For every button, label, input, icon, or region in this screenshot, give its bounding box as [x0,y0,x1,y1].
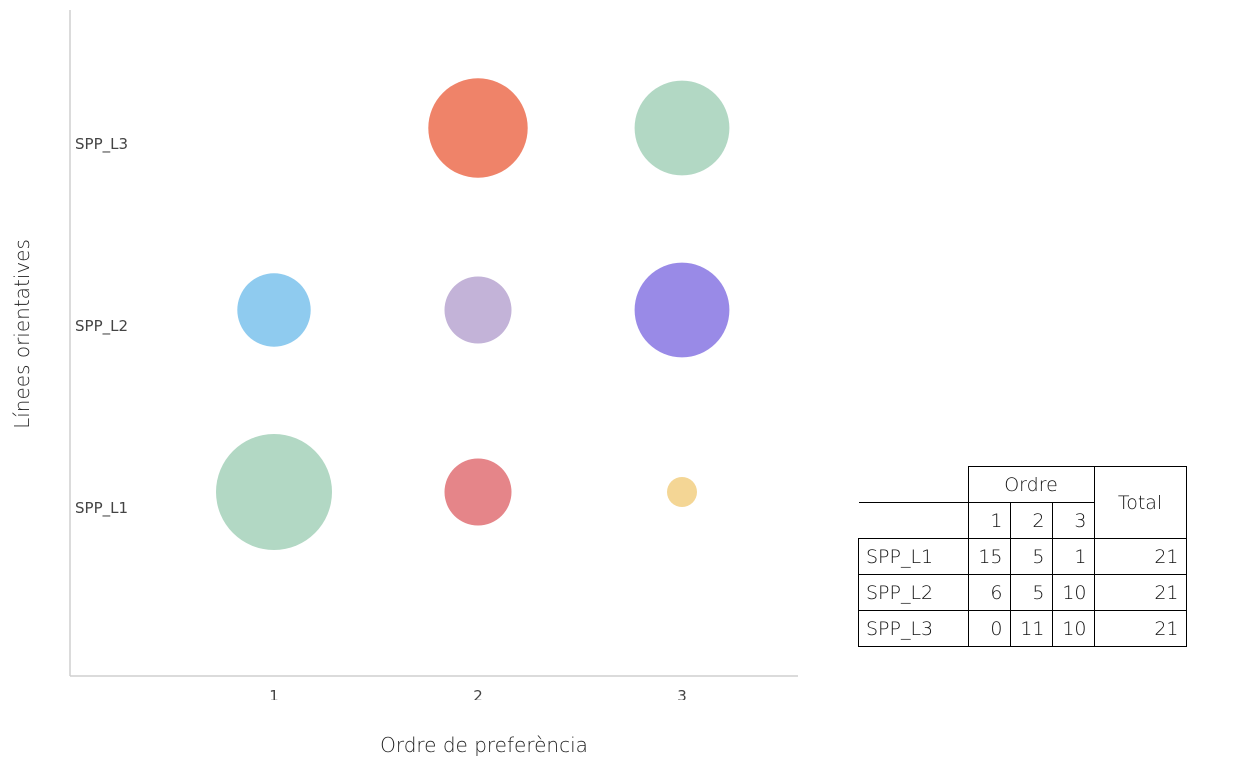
table-total-cell: 21 [1093,538,1187,575]
bubble-spp-l1-1[interactable] [216,434,332,550]
table-group-header: Ordre [967,466,1095,503]
table-cell: 10 [1051,574,1095,611]
bubble-spp-l3-3[interactable] [634,80,730,176]
table-header-row: Ordre Total [858,466,1187,539]
x-axis-title: Ordre de preferència [380,733,588,757]
table-cell: 5 [1009,538,1053,575]
bubble-spp-l1-3[interactable] [667,477,697,507]
table-corner [858,466,969,503]
counts-table: Ordre Total 1 2 3 SPP_L1 15 5 1 21 SPP_L… [858,466,1187,647]
table-row: SPP_L1 15 5 1 21 [858,538,1187,575]
x-tick-label: 2 [473,687,483,700]
table-col-header: 2 [1009,502,1053,539]
y-axis-title-text: Línees orientatives [10,239,34,429]
bubble-spp-l2-2[interactable] [444,276,512,344]
table-corner [858,502,969,539]
y-tick-label: SPP_L2 [75,317,128,336]
table-cell: 6 [967,574,1011,611]
table-cell: 10 [1051,610,1095,647]
table-total-header: Total [1093,466,1187,539]
table-row-label: SPP_L1 [858,538,969,575]
table-cell: 15 [967,538,1011,575]
x-tick-label: 3 [677,687,687,700]
table-cell: 0 [967,610,1011,647]
table-col-header: 3 [1051,502,1095,539]
table-cell: 1 [1051,538,1095,575]
bubble-spp-l1-2[interactable] [444,458,512,526]
bubble-spp-l2-3[interactable] [634,262,730,358]
bubble-chart: 1 2 3 SPP_L1 SPP_L2 SPP_L3 [69,10,798,700]
table-total-cell: 21 [1093,574,1187,611]
table-cell: 11 [1009,610,1053,647]
y-tick-label: SPP_L3 [75,135,128,154]
bubble-spp-l3-2[interactable] [428,78,528,178]
table-total-cell: 21 [1093,610,1187,647]
table-row: SPP_L2 6 5 10 21 [858,574,1187,611]
bubble-spp-l2-1[interactable] [237,273,311,347]
table-row-label: SPP_L2 [858,574,969,611]
table-col-header: 1 [967,502,1011,539]
x-tick-label: 1 [269,687,279,700]
y-tick-label: SPP_L1 [75,499,128,518]
table-row-label: SPP_L3 [858,610,969,647]
table-cell: 5 [1009,574,1053,611]
table-row: SPP_L3 0 11 10 21 [858,610,1187,647]
